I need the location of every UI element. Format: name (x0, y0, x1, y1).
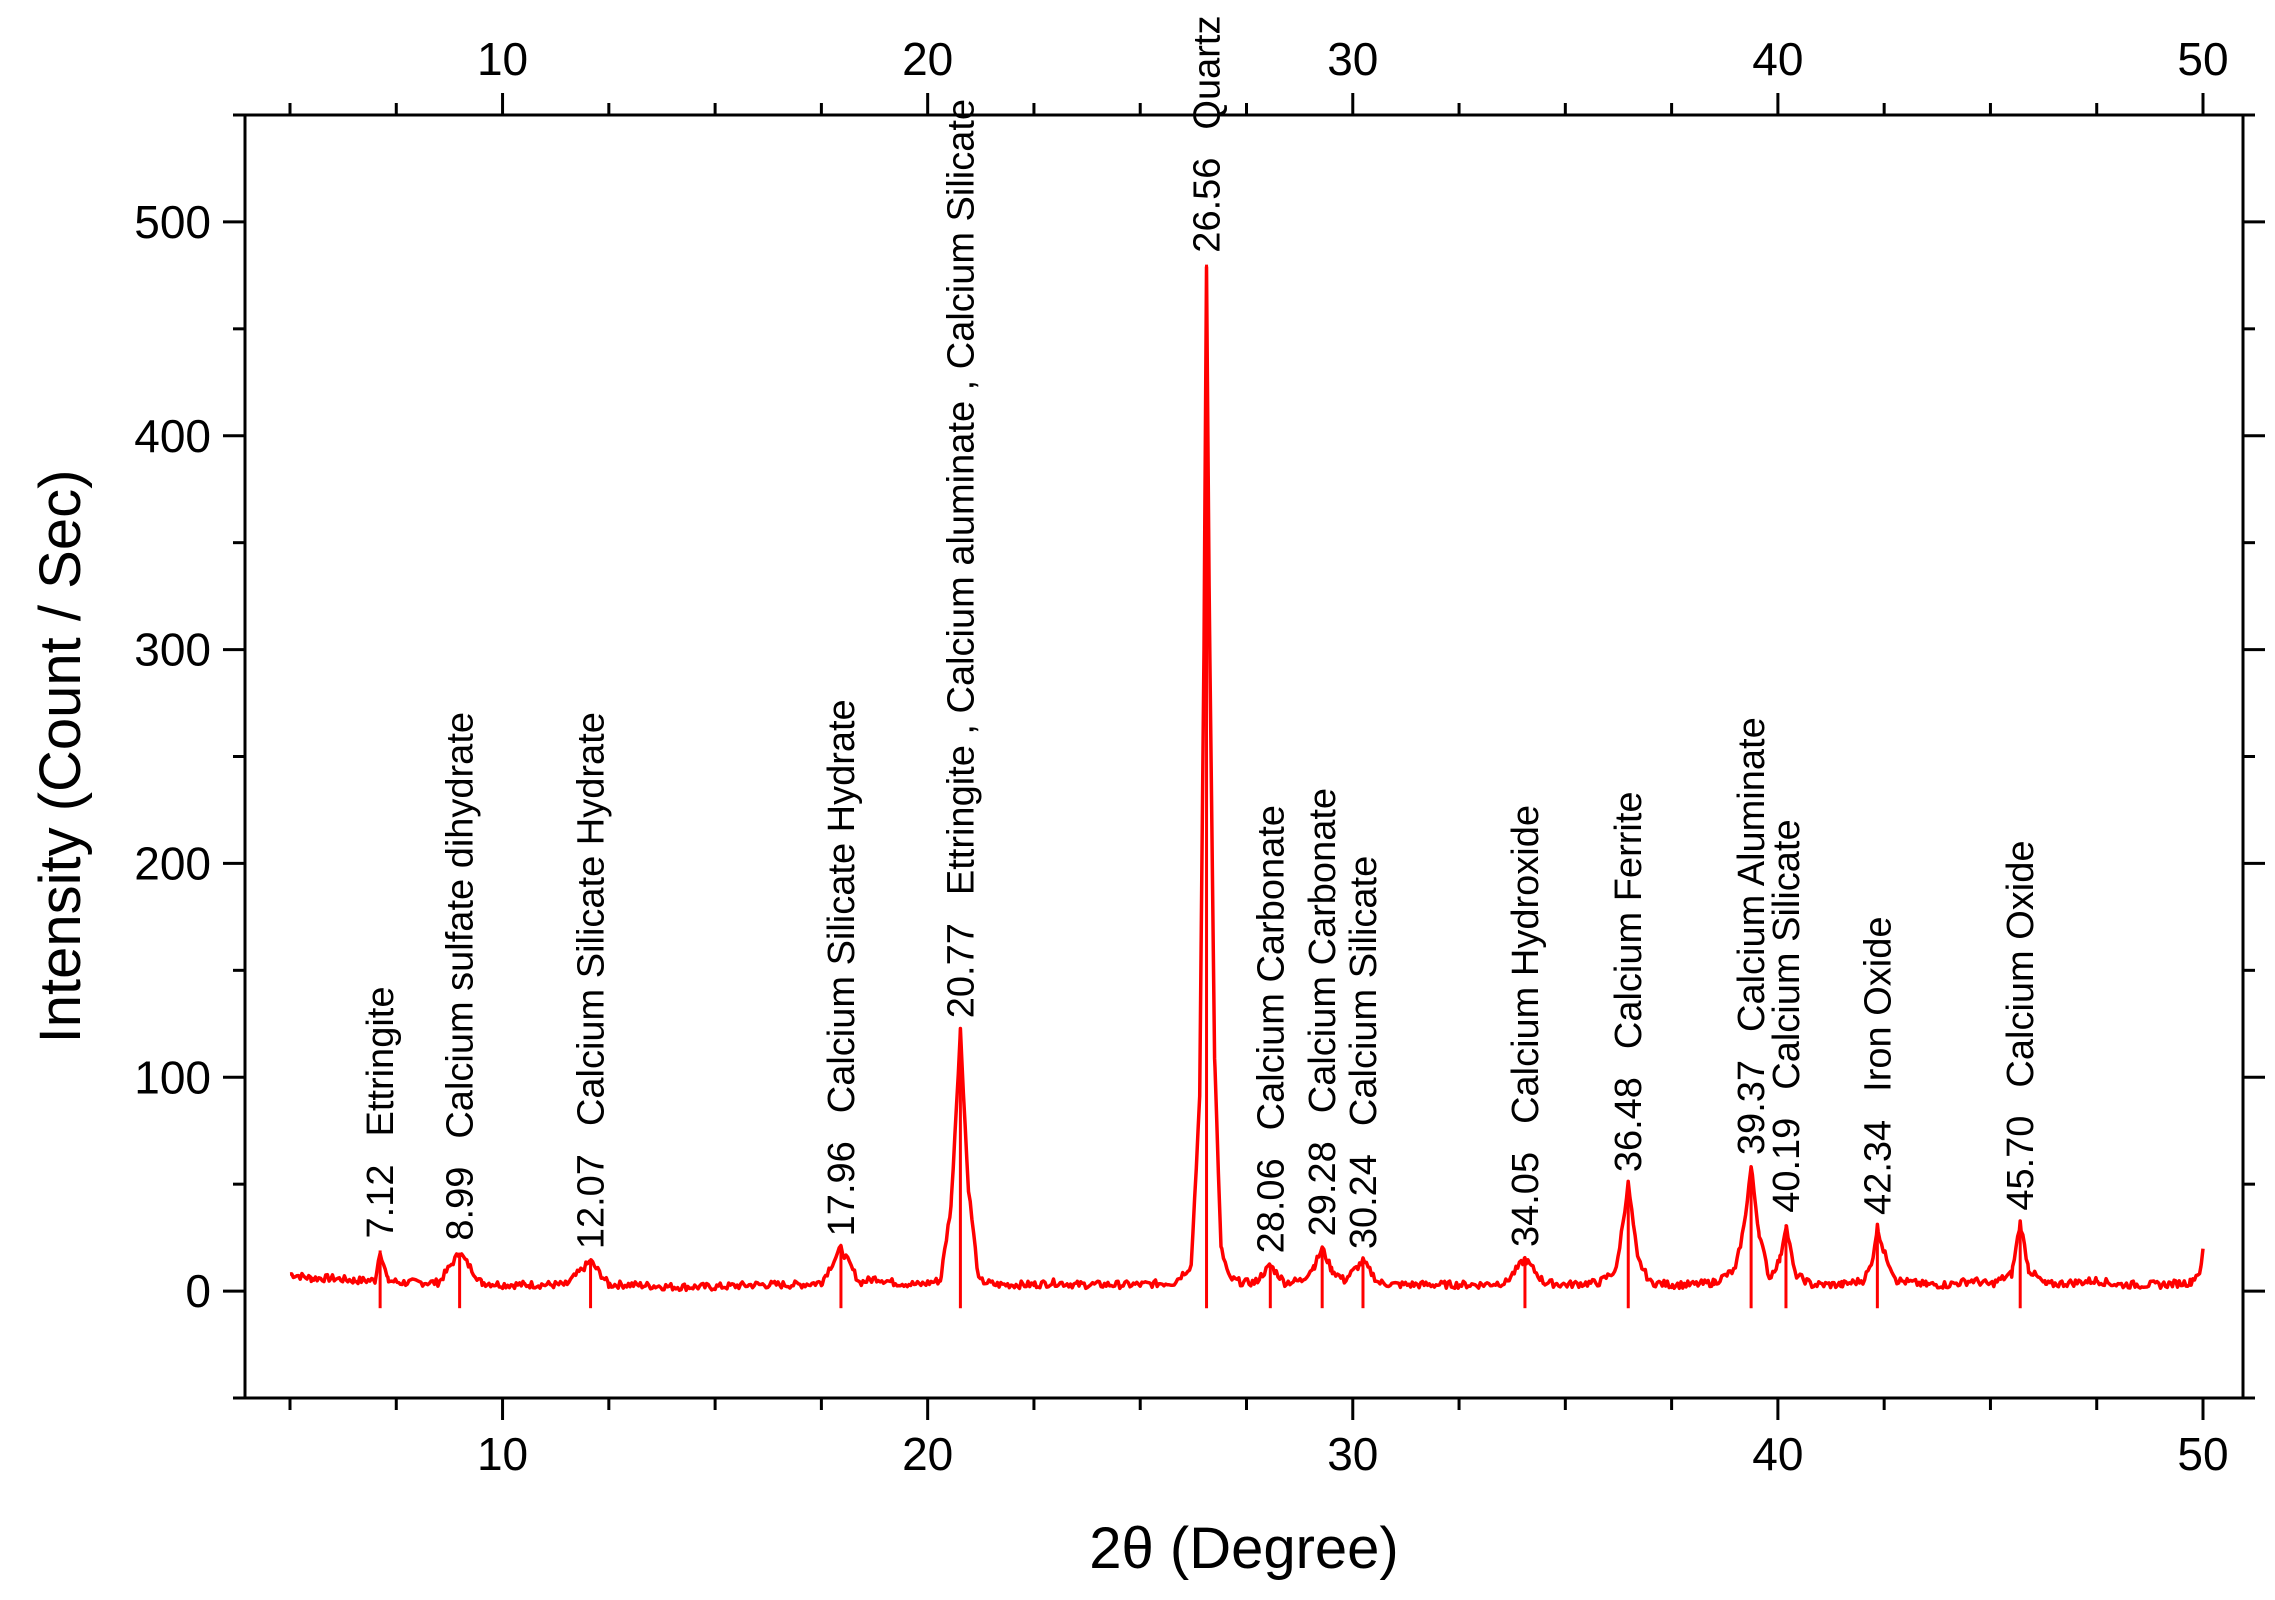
y-tick-label: 400 (134, 410, 211, 462)
peak-label: 7.12 Ettringite (360, 987, 402, 1239)
x-tick-label: 30 (1327, 1428, 1378, 1480)
peak-position: 20.77 (940, 923, 982, 1018)
plot-frame (243, 113, 2245, 1400)
peak-phase: Quartz (1187, 16, 1229, 130)
y-tick-label: 200 (134, 837, 211, 889)
peak-position: 12.07 (571, 1154, 613, 1249)
peak-position: 34.05 (1505, 1152, 1547, 1247)
peak-label: 8.99 Calcium sulfate dihydrate (440, 712, 482, 1241)
peak-label: 30.24 Calcium Silicate (1343, 856, 1385, 1249)
peak-label: 17.96 Calcium Silicate Hydrate (821, 699, 863, 1236)
peak-position: 8.99 (440, 1167, 482, 1241)
peak-position: 39.37 (1731, 1060, 1773, 1155)
top-tick-label: 50 (2177, 33, 2228, 85)
peak-position: 30.24 (1343, 1154, 1385, 1249)
y-tick-label: 100 (134, 1051, 211, 1103)
peak-phase: Calcium Carbonate (1250, 805, 1292, 1130)
peak-label: 42.34 Iron Oxide (1857, 917, 1899, 1215)
top-tick-label: 40 (1752, 33, 1803, 85)
peak-phase: Calcium Carbonate (1302, 788, 1344, 1113)
x-tick-label: 20 (902, 1428, 953, 1480)
peak-phase: Calcium Aluminate (1731, 717, 1773, 1032)
peak-position: 42.34 (1857, 1120, 1899, 1215)
peak-phase: Calcium Hydroxide (1505, 805, 1547, 1124)
peak-label: 45.70 Calcium Oxide (2000, 840, 2042, 1210)
y-tick-label: 300 (134, 624, 211, 676)
peak-phase: Ettringite (360, 987, 402, 1137)
peak-label: 26.56 Quartz (1187, 16, 1229, 253)
peak-phase: Calcium Ferrite (1608, 791, 1650, 1049)
peak-phase: Calcium Silicate (1343, 856, 1385, 1126)
x-tick-label: 50 (2177, 1428, 2228, 1480)
peak-position: 28.06 (1250, 1158, 1292, 1253)
x-tick-label: 40 (1752, 1428, 1803, 1480)
peak-labels: 7.12 Ettringite 8.99 Calcium sulfate dihydr… (360, 16, 2042, 1309)
peak-phase: Calcium Silicate Hydrate (571, 712, 613, 1126)
peak-position: 7.12 (360, 1164, 402, 1238)
series-line (289, 265, 2205, 1293)
y-axis-title: Intensity (Count / Sec) (28, 470, 93, 1044)
top-tick-label: 30 (1327, 33, 1378, 85)
top-tick-label: 10 (477, 33, 528, 85)
peak-label: 29.28 Calcium Carbonate (1302, 788, 1344, 1236)
top-tick-label: 20 (902, 33, 953, 85)
peak-position: 40.19 (1766, 1118, 1808, 1213)
y-tick-label: 500 (134, 196, 211, 248)
y-tick-label: 0 (185, 1265, 211, 1317)
peak-phase: Calcium Oxide (2000, 840, 2042, 1087)
peak-position: 45.70 (2000, 1116, 2042, 1211)
peak-phase: Calcium Silicate (1766, 819, 1808, 1089)
peak-label: 28.06 Calcium Carbonate (1250, 805, 1292, 1253)
peak-phase: Calcium Silicate Hydrate (821, 699, 863, 1113)
peak-position: 29.28 (1302, 1141, 1344, 1236)
peak-position: 36.48 (1608, 1077, 1650, 1172)
peak-position: 26.56 (1187, 158, 1229, 253)
x-tick-label: 10 (477, 1428, 528, 1480)
peak-label: 40.19 Calcium Silicate (1766, 819, 1808, 1212)
peak-label: 20.77 Ettringite , Calcium aluminate , Ca… (940, 99, 982, 1018)
peak-phase: Ettringite , Calcium aluminate , Calcium… (940, 99, 982, 895)
peak-phase: Calcium sulfate dihydrate (440, 712, 482, 1139)
peak-label: 36.48 Calcium Ferrite (1608, 791, 1650, 1172)
peak-label: 12.07 Calcium Silicate Hydrate (571, 712, 613, 1249)
peak-phase: Iron Oxide (1857, 917, 1899, 1092)
peak-label: 39.37 Calcium Aluminate (1731, 717, 1773, 1155)
x-axis-title: 2θ (Degree) (1089, 1516, 1398, 1581)
peak-position: 17.96 (821, 1141, 863, 1236)
peak-label: 34.05 Calcium Hydroxide (1505, 805, 1547, 1247)
